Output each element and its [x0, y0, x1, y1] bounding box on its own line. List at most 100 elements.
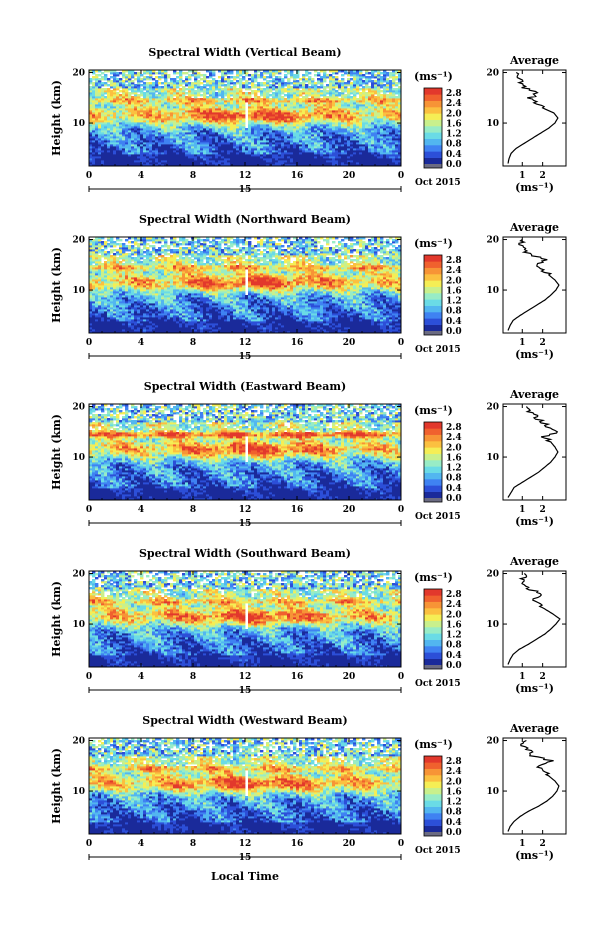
heatmap-cell: [233, 76, 236, 78]
heatmap-cell: [149, 82, 152, 84]
colorbar-swatch: [424, 107, 442, 114]
heatmap-cell: [191, 82, 194, 84]
heatmap-cell: [101, 82, 104, 84]
y-tick-label: 10: [72, 119, 85, 129]
heatmap-cell: [374, 80, 377, 82]
heatmap-cell: [344, 94, 347, 96]
heatmap-cell: [257, 96, 260, 98]
heatmap-cell: [326, 90, 329, 92]
average-y-tick-label: 10: [486, 119, 499, 129]
heatmap-cell: [122, 80, 125, 82]
heatmap-cell: [392, 88, 395, 90]
heatmap-cell: [194, 90, 197, 92]
heatmap-cell: [206, 96, 209, 98]
heatmap-cell: [248, 78, 251, 80]
heatmap-cell: [227, 76, 230, 78]
heatmap-cell: [95, 74, 98, 76]
heatmap-cell: [269, 98, 272, 100]
heatmap-cell: [131, 96, 134, 98]
heatmap-cells: [89, 237, 401, 333]
heatmap-cell: [242, 82, 245, 84]
heatmap-cell: [98, 74, 101, 76]
colorbar-tick-label: 2.8: [446, 89, 462, 99]
heatmap-cell: [302, 74, 305, 76]
heatmap-cell: [185, 96, 188, 98]
heatmap-cell: [176, 80, 179, 82]
heatmap-cell: [173, 78, 176, 80]
heatmap-cell: [230, 76, 233, 78]
y-tick-label: 20: [72, 69, 85, 79]
heatmap-cell: [386, 94, 389, 96]
heatmap-cell: [386, 72, 389, 74]
x-tick-label: 12: [239, 171, 252, 181]
heatmap-cell: [101, 249, 104, 251]
heatmap-cell: [248, 86, 251, 88]
heatmap-cell: [317, 86, 320, 88]
heatmap-cell: [260, 88, 263, 90]
heatmap-cell: [101, 72, 104, 74]
heatmap-cell: [137, 94, 140, 96]
heatmap-cell: [116, 92, 119, 94]
heatmap-cell: [215, 92, 218, 94]
heatmap-cell: [218, 76, 221, 78]
colorbar-tick-label: 1.6: [446, 119, 462, 129]
colorbar: (ms⁻¹)2.82.42.01.61.20.80.40.0: [414, 70, 462, 170]
heatmap-cell: [224, 84, 227, 86]
heatmap-cell: [260, 82, 263, 84]
heatmap-cell: [218, 80, 221, 82]
heatmap-cell: [368, 86, 371, 88]
heatmap-cell: [152, 82, 155, 84]
heatmap-cell: [173, 98, 176, 100]
heatmap-cell: [185, 92, 188, 94]
heatmap-cell: [224, 98, 227, 100]
heatmap-cell: [395, 82, 398, 84]
heatmap-cell: [185, 72, 188, 74]
heatmap-cell: [338, 92, 341, 94]
heatmap-cell: [308, 86, 311, 88]
heatmap-cell: [320, 90, 323, 92]
heatmap-cell: [275, 76, 278, 78]
average-profile-line: [508, 73, 558, 164]
heatmap-cell: [134, 84, 137, 86]
heatmap-cell: [284, 88, 287, 90]
colorbar-swatch: [424, 158, 442, 165]
heatmap-cell: [389, 72, 392, 74]
heatmap-cell: [92, 265, 95, 267]
heatmap-cell: [182, 86, 185, 88]
heatmap-cell: [146, 76, 149, 78]
heatmap-cell: [185, 76, 188, 78]
heatmap-cell: [134, 78, 137, 80]
heatmap-cell: [359, 88, 362, 90]
heatmap-cell: [260, 98, 263, 100]
heatmap-cell: [284, 74, 287, 76]
heatmap-cell: [359, 92, 362, 94]
heatmap-cell: [116, 78, 119, 80]
heatmap-cell: [155, 72, 158, 74]
heatmap-cell: [143, 82, 146, 84]
heatmap-cell: [305, 84, 308, 86]
heatmap-cell: [89, 86, 92, 88]
heatmap-cell: [251, 98, 254, 100]
heatmap-cell: [107, 84, 110, 86]
heatmap-cell: [368, 72, 371, 74]
heatmap-cell: [365, 76, 368, 78]
heatmap-cell: [335, 76, 338, 78]
heatmap-cell: [119, 90, 122, 92]
heatmap-cell: [371, 80, 374, 82]
heatmap-cell: [170, 78, 173, 80]
heatmap-cell: [107, 88, 110, 90]
heatmap-cell: [206, 76, 209, 78]
heatmap-cell: [338, 80, 341, 82]
heatmap-cell: [251, 74, 254, 76]
heatmap-cell: [374, 96, 377, 98]
heatmap-cell: [158, 82, 161, 84]
heatmap-cell: [92, 82, 95, 84]
heatmap-cell: [245, 80, 248, 82]
heatmap-cell: [98, 255, 101, 257]
heatmap-cell: [311, 78, 314, 80]
heatmap-cell: [320, 76, 323, 78]
colorbar-tick-label: 0.4: [446, 150, 462, 160]
heatmap-cell: [263, 88, 266, 90]
